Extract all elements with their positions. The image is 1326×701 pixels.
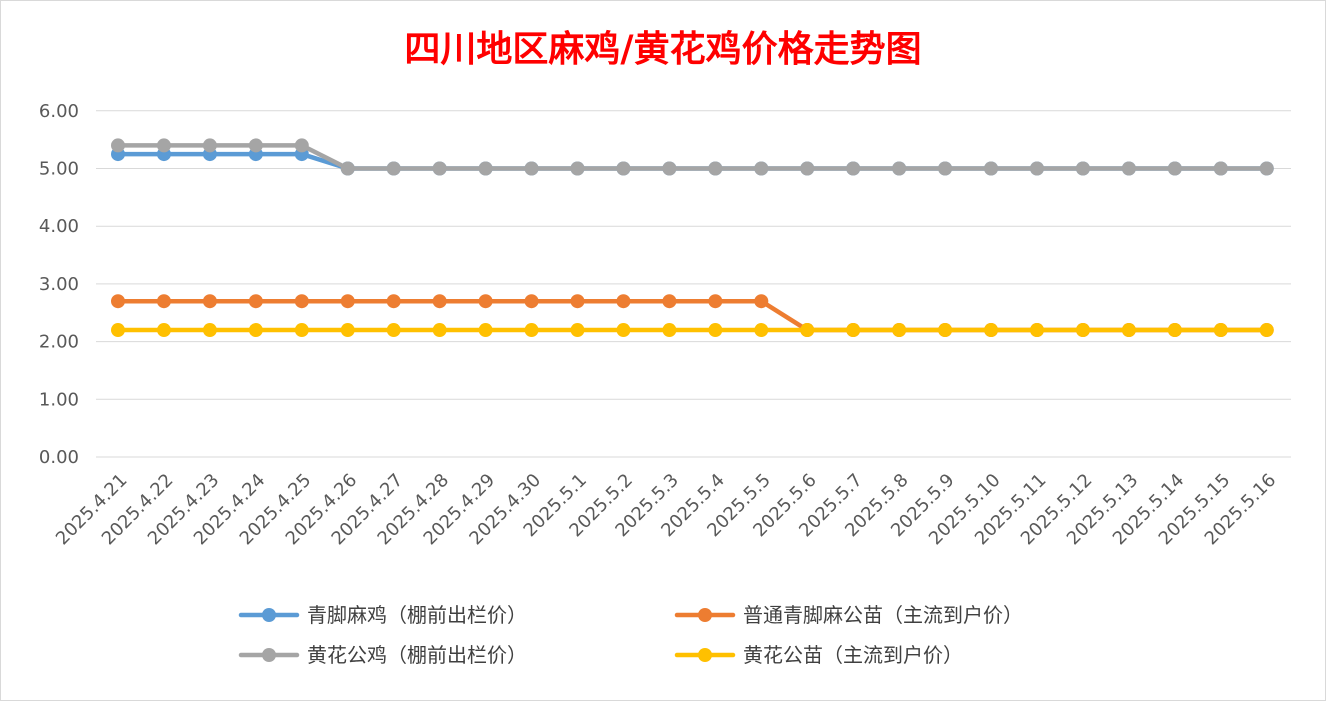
data-point	[1167, 161, 1182, 176]
y-tick-label: 5.00	[39, 159, 79, 180]
data-point	[202, 294, 217, 309]
data-point	[708, 161, 723, 176]
data-point	[386, 323, 401, 338]
series-2	[111, 138, 1274, 176]
legend-label: 普通青脚麻公苗（主流到户价）	[743, 603, 1023, 627]
legend-marker	[262, 608, 276, 622]
data-point	[984, 323, 999, 338]
data-point	[662, 161, 677, 176]
data-point	[1213, 323, 1228, 338]
data-point	[892, 161, 907, 176]
data-point	[754, 161, 769, 176]
data-point	[938, 323, 953, 338]
data-point	[616, 323, 631, 338]
data-point	[202, 138, 217, 153]
y-tick-label: 6.00	[39, 101, 79, 122]
data-point	[1121, 161, 1136, 176]
data-point	[340, 161, 355, 176]
y-axis-tick-labels: 0.00 1.00 2.00 3.00 4.00 5.00 6.00	[39, 101, 79, 468]
data-point	[248, 294, 263, 309]
data-point	[524, 161, 539, 176]
y-tick-label: 4.00	[39, 216, 79, 237]
data-point	[156, 294, 171, 309]
data-point	[1121, 323, 1136, 338]
data-point	[570, 323, 585, 338]
legend-label: 黄花公鸡（棚前出栏价）	[307, 643, 527, 667]
data-point	[478, 323, 493, 338]
data-point	[1213, 161, 1228, 176]
data-point	[616, 161, 631, 176]
data-point	[984, 161, 999, 176]
legend: 青脚麻鸡（棚前出栏价） 普通青脚麻公苗（主流到户价） 黄花公鸡（棚前出栏价） 黄花公苗…	[238, 603, 1023, 667]
data-point	[524, 323, 539, 338]
data-point	[1030, 323, 1044, 338]
legend-marker	[698, 608, 712, 622]
data-point	[202, 323, 217, 338]
y-tick-label: 2.00	[39, 332, 79, 353]
data-point	[111, 323, 125, 338]
series-line	[115, 143, 1269, 171]
legend-item: 青脚麻鸡（棚前出栏价）	[238, 603, 527, 627]
legend-label: 青脚麻鸡（棚前出栏价）	[307, 603, 527, 627]
data-point	[1030, 161, 1044, 176]
data-point	[432, 161, 447, 176]
data-point	[111, 138, 125, 153]
series-lines	[111, 138, 1274, 338]
data-point	[570, 161, 585, 176]
data-point	[386, 294, 401, 309]
data-point	[846, 161, 861, 176]
data-point	[478, 161, 493, 176]
data-point	[708, 294, 723, 309]
chart-title: 四川地区麻鸡/黄花鸡价格走势图	[404, 28, 921, 70]
data-point	[156, 323, 171, 338]
data-point	[1259, 161, 1274, 176]
data-point	[570, 294, 585, 309]
data-point	[754, 294, 769, 309]
y-tick-label: 0.00	[39, 447, 79, 468]
series-0	[111, 147, 1274, 176]
data-point	[1075, 323, 1090, 338]
data-point	[524, 294, 539, 309]
y-tick-label: 1.00	[39, 389, 79, 410]
data-point	[1167, 323, 1182, 338]
data-point	[340, 323, 355, 338]
series-3	[111, 323, 1274, 338]
series-line	[115, 298, 1269, 333]
data-point	[156, 138, 171, 153]
data-point	[1075, 161, 1090, 176]
data-point	[294, 294, 309, 309]
data-point	[248, 323, 263, 338]
x-axis-tick-labels: 2025.4.212025.4.222025.4.232025.4.242025…	[52, 470, 1280, 550]
data-point	[662, 294, 677, 309]
data-point	[754, 323, 769, 338]
legend-item: 黄花公苗（主流到户价）	[674, 643, 963, 667]
data-point	[662, 323, 677, 338]
data-point	[432, 294, 447, 309]
data-point	[294, 138, 309, 153]
data-point	[111, 294, 125, 309]
data-point	[846, 323, 861, 338]
data-point	[340, 294, 355, 309]
legend-label: 黄花公苗（主流到户价）	[743, 643, 963, 667]
data-point	[478, 294, 493, 309]
gridlines	[96, 110, 1291, 458]
data-point	[1259, 323, 1274, 338]
data-point	[938, 161, 953, 176]
y-tick-label: 3.00	[39, 274, 79, 295]
legend-item: 普通青脚麻公苗（主流到户价）	[674, 603, 1023, 627]
legend-marker	[262, 648, 276, 662]
data-point	[800, 323, 815, 338]
data-point	[708, 323, 723, 338]
data-point	[432, 323, 447, 338]
data-point	[248, 138, 263, 153]
data-point	[892, 323, 907, 338]
legend-item: 黄花公鸡（棚前出栏价）	[238, 643, 527, 667]
legend-marker	[698, 648, 712, 662]
data-point	[386, 161, 401, 176]
data-point	[616, 294, 631, 309]
data-point	[294, 323, 309, 338]
data-point	[800, 161, 815, 176]
